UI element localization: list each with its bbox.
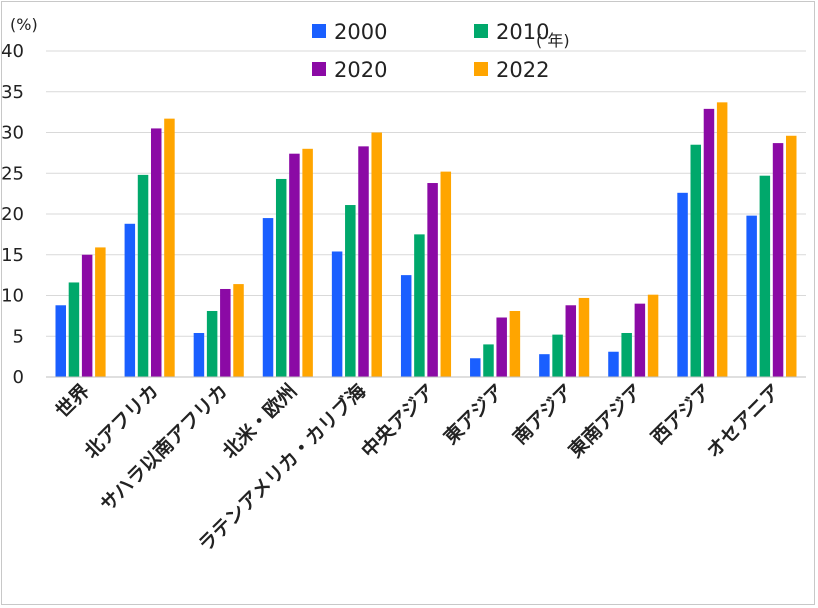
bar-2022-1 <box>164 118 175 378</box>
bar-2020-0 <box>81 254 93 377</box>
bar-2000-8 <box>608 351 619 377</box>
bar-2000-5 <box>400 275 412 377</box>
bar-2020-7 <box>565 305 577 377</box>
bar-2022-10 <box>786 135 797 377</box>
category-label: 西アジア <box>647 380 716 449</box>
legend-swatch-2020 <box>312 62 326 76</box>
bar-2000-9 <box>677 192 688 377</box>
y-tick-label: 20 <box>1 204 24 225</box>
legend-label-2022: 2022 <box>496 58 549 82</box>
legend-swatch-2010 <box>474 24 488 38</box>
y-tick-label: 35 <box>1 82 24 103</box>
bar-2010-2 <box>206 310 218 377</box>
bar-2000-10 <box>746 215 757 377</box>
bar-2020-5 <box>427 183 438 377</box>
bar-2022-2 <box>233 284 244 377</box>
bar-2020-9 <box>703 108 715 378</box>
bar-2022-4 <box>371 132 382 377</box>
bar-2000-3 <box>262 218 274 377</box>
legend-label-2010: 2010 <box>496 20 549 44</box>
bar-2020-1 <box>150 128 162 377</box>
bar-2010-10 <box>759 175 771 377</box>
bar-2022-9 <box>716 102 728 377</box>
bar-2000-7 <box>539 354 550 377</box>
bar-2020-4 <box>358 146 369 377</box>
y-tick-label: 40 <box>1 41 24 62</box>
bar-2020-6 <box>496 317 507 377</box>
y-unit-label: (%) <box>10 15 38 34</box>
bar-2000-2 <box>193 332 205 377</box>
bar-2000-6 <box>470 358 481 377</box>
bar-2022-7 <box>578 297 590 377</box>
y-tick-label: 25 <box>1 163 24 184</box>
bar-2020-2 <box>220 288 231 377</box>
bar-2020-10 <box>772 143 784 377</box>
legend-swatch-2022 <box>474 62 488 76</box>
y-tick-label: 0 <box>13 367 24 388</box>
bar-2010-8 <box>621 332 632 377</box>
category-label: 東アジア <box>439 379 508 448</box>
category-label: サハラ以南アフリカ <box>96 380 232 516</box>
bar-2010-5 <box>414 234 425 377</box>
bar-2010-3 <box>275 178 287 377</box>
bar-2022-6 <box>509 310 521 377</box>
y-tick-label: 15 <box>1 245 24 266</box>
bar-2010-0 <box>68 282 80 377</box>
y-tick-label: 30 <box>1 123 24 144</box>
bar-2000-1 <box>124 223 136 377</box>
bar-2000-4 <box>331 251 343 377</box>
category-label: 中央アジア <box>357 379 440 462</box>
legend-label-2000: 2000 <box>334 20 387 44</box>
category-label: オセアニア <box>703 380 785 462</box>
legend-label-2020: 2020 <box>334 58 387 82</box>
bar-2022-0 <box>95 247 106 377</box>
category-label: 東南アジア <box>564 379 647 462</box>
legend-swatch-2000 <box>312 24 326 38</box>
legend: 2000 2010 2020 2022 ( 年) <box>312 20 570 82</box>
category-label: 世界 <box>52 380 94 422</box>
bars <box>55 102 797 378</box>
bar-2010-1 <box>137 174 149 377</box>
bar-2022-3 <box>302 148 313 377</box>
y-tick-label: 5 <box>13 326 24 347</box>
bar-2010-6 <box>483 344 494 377</box>
bar-2010-4 <box>345 205 356 377</box>
bar-2022-8 <box>647 294 659 377</box>
y-tick-label: 10 <box>1 286 24 307</box>
bar-2020-3 <box>289 153 300 377</box>
bar-2010-7 <box>552 334 563 377</box>
y-axis-ticks: 0 5 10 15 20 25 30 35 40 <box>1 41 24 388</box>
legend-year-suffix: ( 年) <box>536 31 570 50</box>
bar-2010-9 <box>690 144 702 377</box>
bar-2020-8 <box>634 303 646 377</box>
bar-2022-5 <box>440 171 452 377</box>
category-label: 南アジア <box>509 380 578 449</box>
bar-2000-0 <box>55 305 66 377</box>
